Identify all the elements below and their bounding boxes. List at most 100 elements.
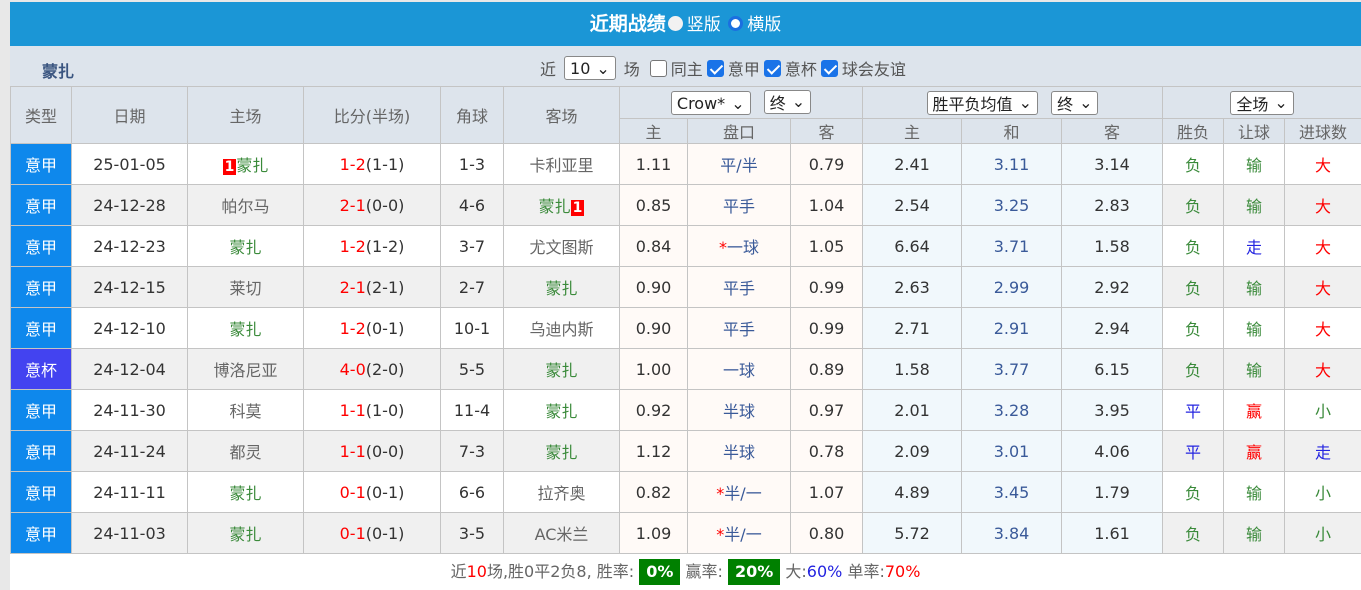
ah-result: 输 [1246,279,1263,298]
eu-home-cell: 6.64 [862,225,963,267]
ah-result-cell: 输 [1223,143,1286,185]
table-row: 意甲 24-12-15 莱切 2-1(2-1) 2-7 蒙扎 0.90 平手 0.99 2.63 2… [10,266,1361,308]
away-cell[interactable]: 尤文图斯 [503,225,620,267]
league-cell[interactable]: 意杯 [10,348,72,390]
home-cell[interactable]: 蒙扎 [187,307,304,349]
corners: 10-1 [453,318,491,338]
horizontal-radio[interactable] [728,16,744,31]
eu-home: 2.01 [894,400,930,420]
ou-result-cell: 大 [1284,225,1361,267]
horizontal-label: 横版 [747,15,782,35]
eu-draw-cell: 3.71 [961,225,1063,267]
home-team: 科莫 [229,402,262,421]
ah-line: 半球 [722,443,755,462]
corners: 11-4 [453,400,491,420]
full-score: 0-1 [339,482,366,502]
ah-line-cell: 平手 [687,184,791,226]
ah-away: 0.99 [808,277,845,297]
away-team: 蒙扎 [545,443,578,462]
ah-home: 0.92 [635,400,672,420]
home-cell[interactable]: 蒙扎 [187,512,304,554]
home-cell[interactable]: 都灵 [187,430,304,472]
away-cell[interactable]: 蒙扎 [503,348,620,390]
score-cell[interactable]: 2-1(0-0) [303,184,441,226]
ah-result-cell: 输 [1223,307,1286,349]
home-cell[interactable]: 1 蒙扎 [187,143,304,185]
eu-draw: 3.28 [993,400,1030,420]
score-cell[interactable]: 2-1(2-1) [303,266,441,308]
subheader: 胜负 [1162,118,1225,144]
score-cell[interactable]: 0-1(0-1) [303,512,441,554]
score-cell[interactable]: 4-0(2-0) [303,348,441,390]
date-cell: 24-11-11 [71,471,188,513]
serie-a-label: 意甲 [727,60,760,79]
same-home-checkbox[interactable] [649,59,667,77]
home-cell[interactable]: 博洛尼亚 [187,348,304,390]
score-cell[interactable]: 0-1(0-1) [303,471,441,513]
ah-line: 平手 [722,320,755,339]
away-cell[interactable]: 蒙扎 [503,430,620,472]
ah-home-cell: 1.00 [619,348,688,390]
full-score: 2-1 [339,277,366,297]
ou-result: 小 [1315,525,1332,544]
away-cell[interactable]: 拉齐奥 [503,471,620,513]
vertical-radio[interactable] [667,16,683,31]
home-cell[interactable]: 科莫 [187,389,304,431]
away-cell[interactable]: 乌迪内斯 [503,307,620,349]
eu-home-cell: 4.89 [862,471,963,513]
away-cell[interactable]: 卡利亚里 [503,143,620,185]
eu-type-value: 胜平负均值 [932,94,1013,114]
subheader: 客 [789,118,864,144]
eu-time-select[interactable]: 终 ⌄ [1051,90,1099,115]
home-cell[interactable]: 莱切 [187,266,304,308]
result: 平 [1185,402,1202,421]
serie-a-checkbox[interactable] [706,59,724,77]
league-cell[interactable]: 意甲 [10,184,72,226]
league-cell[interactable]: 意甲 [10,307,72,349]
away-cell[interactable]: 蒙扎 [503,266,620,308]
ah-line: 平/半 [720,156,758,175]
league: 意甲 [24,279,57,298]
league: 意甲 [24,320,57,339]
score-cell[interactable]: 1-1(0-0) [303,430,441,472]
ou-result-cell: 小 [1284,389,1361,431]
corners: 2-7 [458,277,486,297]
eu-type-select[interactable]: 胜平负均值 ⌄ [926,90,1038,115]
ah-company-select[interactable]: Crow* ⌄ [670,91,751,116]
eu-draw: 3.11 [993,154,1030,174]
home-team: 蒙扎 [229,484,262,503]
date-cell: 24-12-15 [71,266,188,308]
away-cell[interactable]: 蒙扎 [503,389,620,431]
home-cell[interactable]: 帕尔马 [187,184,304,226]
ah-line-cell: 一球 [687,348,791,390]
home-cell[interactable]: 蒙扎 [187,225,304,267]
coppa-checkbox[interactable] [763,59,781,77]
score-cell[interactable]: 1-2(1-1) [303,143,441,185]
away-cell[interactable]: AC米兰 [503,512,620,554]
league-cell[interactable]: 意甲 [10,225,72,267]
home-cell[interactable]: 蒙扎 [187,471,304,513]
eu-away: 1.61 [1094,523,1130,543]
score-cell[interactable]: 1-1(1-0) [303,389,441,431]
ah-line-cell: 平手 [687,266,791,308]
score-cell[interactable]: 1-2(1-2) [303,225,441,267]
ah-time-select[interactable]: 终 ⌄ [763,89,812,114]
league-cell[interactable]: 意甲 [10,266,72,308]
league-cell[interactable]: 意甲 [10,512,72,554]
ah-result: 输 [1246,197,1263,216]
league-cell[interactable]: 意甲 [10,389,72,431]
ah-away-cell: 0.80 [789,512,864,554]
away-cell[interactable]: 蒙扎 1 [503,184,620,226]
league-cell[interactable]: 意甲 [10,471,72,513]
eu-away: 3.14 [1094,154,1130,174]
league-cell[interactable]: 意甲 [10,430,72,472]
away-team: 蒙扎 [538,197,571,216]
subheader: 和 [961,118,1063,144]
friendly-checkbox[interactable] [820,59,838,77]
score-cell[interactable]: 1-2(0-1) [303,307,441,349]
ah-line: 半/一 [724,525,762,544]
scope-select[interactable]: 全场 ⌄ [1230,90,1294,115]
league-cell[interactable]: 意甲 [10,143,72,185]
corners: 7-3 [458,441,486,461]
match-count-select[interactable]: 10 ⌄ [564,56,616,80]
